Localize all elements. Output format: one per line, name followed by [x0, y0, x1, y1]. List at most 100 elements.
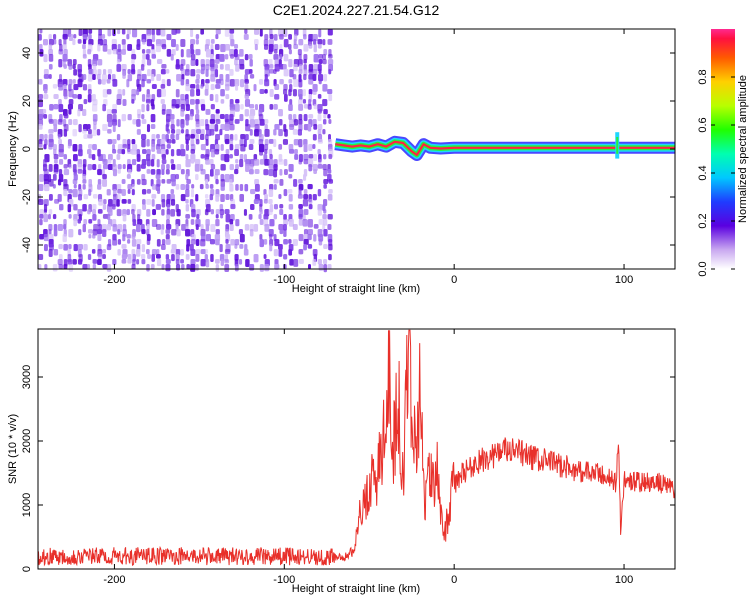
noise-cell — [234, 144, 240, 150]
noise-cell — [274, 84, 280, 90]
noise-cell — [225, 84, 230, 91]
noise-cell — [249, 114, 255, 120]
noise-cell — [185, 104, 190, 111]
noise-cell — [181, 224, 186, 231]
noise-cell — [312, 134, 317, 141]
noise-cell — [116, 199, 120, 207]
noise-cell — [195, 104, 199, 111]
noise-cell — [117, 249, 121, 256]
noise-cell — [274, 124, 280, 130]
noise-cell — [289, 69, 294, 78]
noise-cell — [166, 79, 171, 87]
noise-cell — [117, 229, 121, 235]
noise-cell — [302, 219, 308, 227]
noise-cell — [48, 119, 54, 124]
noise-cell — [165, 264, 171, 272]
noise-cell — [195, 194, 199, 202]
noise-cell — [219, 209, 225, 216]
noise-cell — [249, 229, 254, 237]
noise-cell — [131, 54, 137, 60]
noise-cell — [175, 264, 181, 271]
noise-cell — [292, 239, 298, 246]
noise-cell — [142, 204, 147, 211]
noise-cell — [107, 69, 113, 74]
noise-cell — [279, 79, 284, 85]
noise-cell — [121, 254, 128, 260]
noise-cell — [160, 89, 167, 97]
noise-cell — [156, 259, 162, 267]
noise-cell — [225, 239, 229, 244]
noise-cell — [273, 204, 278, 210]
noise-cell — [209, 129, 215, 136]
spectrogram-noise-cells — [38, 29, 334, 273]
noise-cell — [279, 229, 284, 235]
noise-cell — [170, 249, 176, 254]
noise-cell — [176, 149, 181, 156]
noise-cell — [82, 204, 87, 212]
noise-cell — [155, 44, 161, 53]
noise-cell — [107, 129, 112, 134]
noise-cell — [181, 74, 185, 81]
noise-cell — [259, 239, 264, 248]
noise-cell — [303, 144, 308, 153]
noise-cell — [254, 39, 259, 46]
noise-cell — [244, 224, 250, 231]
noise-cell — [132, 119, 137, 125]
noise-cell — [52, 264, 58, 272]
noise-cell — [190, 84, 196, 89]
noise-cell — [63, 39, 67, 46]
noise-cell — [131, 264, 136, 270]
noise-cell — [298, 79, 303, 88]
noise-cell — [205, 259, 210, 268]
noise-cell — [229, 29, 235, 34]
noise-cell — [112, 119, 118, 126]
noise-cell — [317, 259, 322, 265]
noise-cell — [185, 114, 190, 121]
noise-cell — [259, 89, 265, 95]
snr-x-axis: -200 -100 0 100 — [103, 329, 633, 586]
noise-cell — [200, 259, 206, 267]
noise-cell — [117, 169, 121, 174]
noise-cell — [189, 99, 195, 105]
noise-cell — [63, 224, 67, 230]
noise-cell — [219, 114, 225, 119]
noise-cell — [215, 179, 219, 185]
colorbar-tick-label: 0.4 — [697, 165, 709, 180]
noise-cell — [264, 139, 269, 146]
noise-cell — [269, 104, 274, 110]
noise-cell — [234, 254, 239, 261]
noise-cell — [200, 64, 206, 71]
noise-cell — [190, 264, 196, 272]
noise-cell — [318, 69, 322, 75]
noise-cell — [258, 214, 262, 220]
noise-cell — [48, 74, 52, 79]
noise-cell — [156, 89, 162, 98]
noise-cell — [283, 159, 288, 167]
noise-cell — [102, 204, 107, 210]
noise-cell — [136, 259, 140, 265]
noise-cell — [327, 264, 332, 270]
noise-cell — [254, 44, 258, 51]
noise-cell — [264, 34, 269, 40]
noise-cell — [205, 184, 209, 189]
noise-cell — [82, 44, 86, 50]
noise-cell — [253, 254, 259, 263]
noise-cell — [131, 209, 135, 215]
noise-cell — [175, 104, 180, 109]
noise-cell — [165, 254, 170, 260]
noise-cell — [150, 264, 155, 269]
noise-cell — [327, 39, 333, 45]
noise-cell — [151, 199, 155, 207]
noise-cell — [151, 44, 155, 51]
noise-cell — [43, 114, 48, 119]
noise-cell — [298, 249, 304, 255]
noise-cell — [313, 39, 317, 45]
noise-cell — [137, 114, 141, 119]
noise-cell — [209, 94, 214, 101]
noise-cell — [313, 124, 318, 130]
noise-cell — [293, 119, 299, 126]
noise-cell — [57, 179, 62, 186]
noise-cell — [313, 224, 319, 229]
noise-cell — [102, 174, 107, 180]
noise-cell — [43, 69, 49, 75]
